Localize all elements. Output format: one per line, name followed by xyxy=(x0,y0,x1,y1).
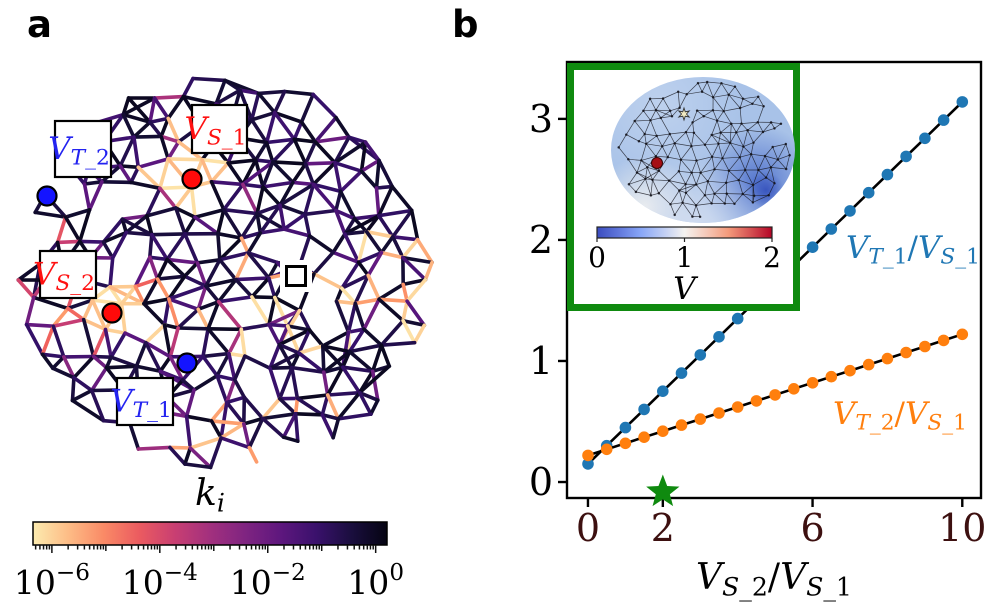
source-node-S1-marker xyxy=(181,168,203,190)
star-annotation xyxy=(646,474,680,507)
axes-ticks xyxy=(558,117,964,507)
colorbar-a-ticklabel: 10−4 xyxy=(122,560,198,602)
inset: 0 1 2 V xyxy=(567,63,800,311)
panel-b: 0 2 6 10 0 1 2 3 VS_2/VS_1 VT_1/VS_1 VT_2/VS_1 0 1 2 V xyxy=(529,60,986,602)
x-axis-label: VS_2/VS_1 xyxy=(696,557,852,602)
source-node-S2-marker xyxy=(101,302,123,324)
label-box-VS1: VS_1 xyxy=(185,103,249,155)
colorbar-a-ticklabel: 10−6 xyxy=(14,560,90,602)
series-orange xyxy=(582,328,969,462)
label-box-VS2: VS_2 xyxy=(33,249,98,300)
network-label-text: VT_2 xyxy=(48,131,110,171)
panel-a: VT_2 VS_1 VS_2 VT_1ki 10−6 10−4 10−2 100 xyxy=(14,76,434,602)
target-node-T2-marker xyxy=(36,185,58,207)
inset-mesh xyxy=(617,80,791,218)
colorbar-a-ticklabel: 10−2 xyxy=(230,560,306,602)
colorbar-a-title: ki xyxy=(195,473,225,517)
inset-colorbar-ticklabel: 1 xyxy=(676,241,694,274)
inset-disk xyxy=(611,77,795,223)
inset-colorbar-ticks xyxy=(596,238,773,242)
network-label-text: VT_1 xyxy=(110,384,172,424)
inset-colorbar-label: V xyxy=(673,271,699,307)
inset-colorbar-ticklabel: 2 xyxy=(763,241,781,274)
y-tick-label: 3 xyxy=(529,97,553,141)
x-tick-label: 2 xyxy=(651,506,675,550)
colorbar-a-ticklabel: 100 xyxy=(347,560,404,602)
target-node-T1-marker xyxy=(176,352,198,374)
x-tick-label: 0 xyxy=(576,506,600,550)
panel-a-letter: a xyxy=(27,3,52,46)
y-tick-label: 1 xyxy=(529,339,553,383)
label-box-VT1: VT_1 xyxy=(110,376,175,427)
series-label-orange: VT_2/VS_1 xyxy=(833,396,967,436)
inset-colorbar-ticklabel: 0 xyxy=(588,241,606,274)
x-tick-label: 10 xyxy=(938,506,986,550)
network-label-text: VS_1 xyxy=(185,111,247,151)
network-label-text: VS_2 xyxy=(33,257,95,297)
label-box-VT2: VT_2 xyxy=(48,119,113,179)
inset-colorbar xyxy=(596,226,773,239)
colorbar-a xyxy=(32,521,388,546)
y-tick-label: 2 xyxy=(529,218,553,262)
series-label-blue: VT_1/VS_1 xyxy=(846,230,980,270)
reference-node-halo xyxy=(280,260,312,292)
inset-reference-star xyxy=(677,106,691,122)
panel-b-letter: b xyxy=(452,3,479,46)
colorbar-a-ticks xyxy=(34,545,377,553)
y-tick-label: 0 xyxy=(529,460,553,504)
x-tick-label: 6 xyxy=(800,506,824,550)
reference-node-marker xyxy=(285,265,307,287)
inset-source-dot xyxy=(651,157,663,169)
